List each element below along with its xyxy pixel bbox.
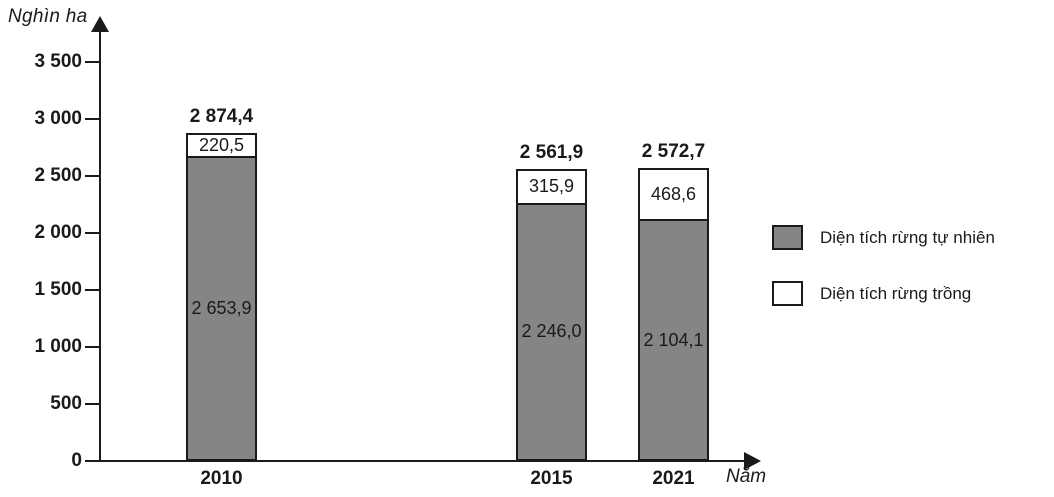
y-tick-label: 1 500 xyxy=(34,279,82,300)
legend-item-planted-forest: Diện tích rừng trồng xyxy=(772,281,971,306)
y-tick-label: 0 xyxy=(71,450,82,471)
y-tick-mark xyxy=(85,346,100,348)
legend: Diện tích rừng tự nhiên Diện tích rừng t… xyxy=(772,215,1054,325)
x-axis-category-label: 2010 xyxy=(200,468,243,489)
bar-segment-planted-forest: 315,9 xyxy=(516,168,587,205)
bar-segment-natural-forest: 2 653,9 xyxy=(186,158,257,461)
y-tick-mark xyxy=(85,61,100,63)
y-tick-label: 2 500 xyxy=(34,165,82,186)
y-axis-line xyxy=(99,30,101,462)
y-axis-title: Nghìn ha xyxy=(8,6,88,27)
x-axis-title: Năm xyxy=(726,466,767,487)
y-tick-label: 1 000 xyxy=(34,336,82,357)
bar-total-label: 2 572,7 xyxy=(641,140,706,162)
y-tick-mark xyxy=(85,232,100,234)
y-tick-label: 3 000 xyxy=(34,108,82,129)
x-axis-category-label: 2021 xyxy=(652,468,695,489)
x-axis-category-label: 2015 xyxy=(530,468,573,489)
legend-label-planted-forest: Diện tích rừng trồng xyxy=(820,283,972,303)
y-tick-label: 500 xyxy=(50,393,82,414)
y-tick-mark xyxy=(85,118,100,120)
x-axis-line xyxy=(86,460,746,462)
bar-segment-natural-forest: 2 104,1 xyxy=(638,221,709,461)
bar-segment-natural-forest: 2 246,0 xyxy=(516,204,587,461)
bar-segment-planted-forest: 468,6 xyxy=(638,167,709,222)
y-tick-mark xyxy=(85,289,100,291)
x-axis-arrow-icon xyxy=(744,452,761,470)
y-tick-mark xyxy=(85,460,100,462)
y-tick-mark xyxy=(85,403,100,405)
legend-item-natural-forest: Diện tích rừng tự nhiên xyxy=(772,225,995,250)
bar-segment-planted-forest: 220,5 xyxy=(186,133,257,159)
y-tick-mark xyxy=(85,175,100,177)
y-tick-label: 3 500 xyxy=(34,51,82,72)
y-tick-label: 2 000 xyxy=(34,222,82,243)
legend-label-natural-forest: Diện tích rừng tự nhiên xyxy=(820,227,995,247)
legend-swatch-planted-forest xyxy=(772,281,803,306)
legend-swatch-natural-forest xyxy=(772,225,803,250)
bar-total-label: 2 874,4 xyxy=(189,106,254,128)
y-axis-arrow-icon xyxy=(91,16,109,32)
bar-total-label: 2 561,9 xyxy=(519,141,584,163)
